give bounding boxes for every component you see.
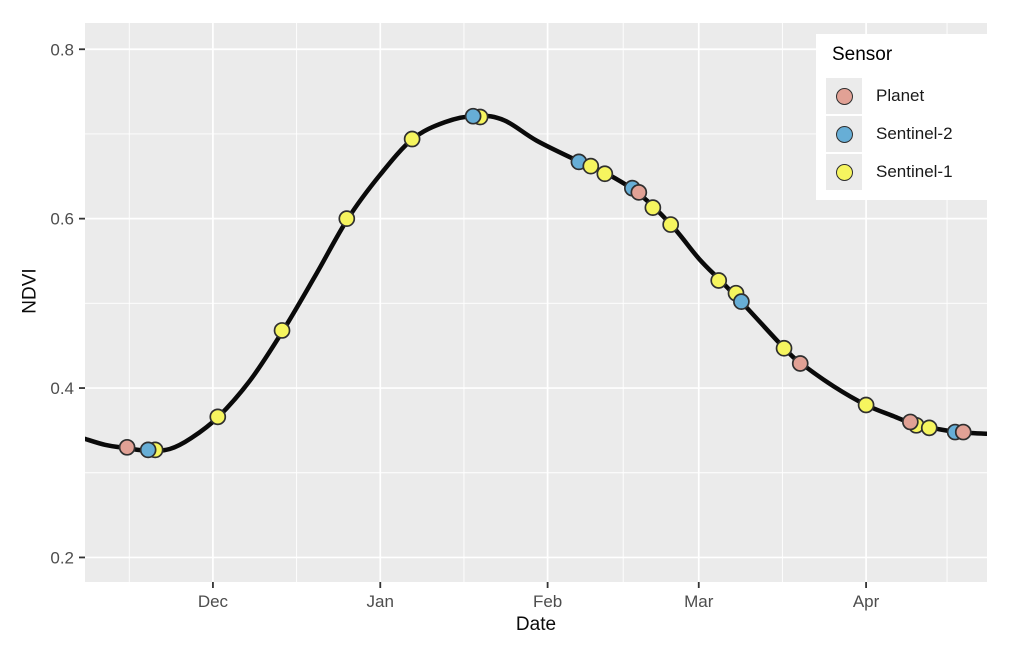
x-axis-tick-label: Apr [853, 592, 880, 611]
data-point-sentinel-2 [733, 293, 750, 311]
legend-key [826, 154, 862, 190]
legend: Sensor Planet Sentinel-2 Sentinel-1 [816, 34, 992, 200]
legend-label: Sentinel-2 [876, 124, 953, 143]
data-point-sentinel-1 [710, 272, 728, 289]
legend-item-sentinel-2: Sentinel-2 [826, 116, 992, 152]
legend-key [826, 78, 862, 114]
x-axis-title: Date [515, 614, 557, 635]
data-point-planet [118, 438, 136, 456]
legend-label: Sentinel-1 [876, 162, 953, 181]
data-point-planet [630, 184, 648, 201]
y-axis-title: NDVI [14, 0, 48, 582]
y-axis-tick-label: 0.4 [50, 379, 74, 398]
legend-label: Planet [876, 86, 925, 105]
sentinel-2-point-icon [835, 125, 853, 143]
legend-item-sentinel-1: Sentinel-1 [826, 154, 992, 190]
y-axis-tick-label: 0.2 [50, 548, 74, 567]
data-point-sentinel-1 [857, 396, 875, 414]
data-point-sentinel-1 [920, 419, 938, 437]
data-point-sentinel-1 [582, 157, 600, 175]
x-axis-tick-label: Dec [198, 592, 229, 611]
data-point-sentinel-1 [662, 216, 680, 233]
data-point-planet [954, 423, 972, 441]
legend-title: Sensor [832, 44, 893, 65]
legend-key [826, 116, 862, 152]
data-point-sentinel-1 [644, 199, 662, 216]
x-axis-tick-label: Mar [684, 592, 714, 611]
data-point-planet [791, 355, 809, 372]
y-axis-tick-label: 0.8 [50, 40, 74, 59]
legend-items: Planet Sentinel-2 Sentinel-1 [826, 78, 992, 190]
data-point-planet [901, 413, 919, 431]
ndvi-trend-curve [85, 113, 987, 454]
data-point-sentinel-1 [209, 408, 227, 426]
x-axis-tick-label: Feb [533, 592, 562, 611]
data-point-sentinel-1 [596, 165, 614, 183]
sentinel-1-point-icon [835, 163, 853, 181]
data-point-sentinel-1 [775, 339, 793, 357]
data-point-sentinel-1 [273, 322, 291, 339]
data-point-sentinel-2 [464, 107, 482, 125]
data-point-sentinel-1 [403, 130, 421, 148]
planet-point-icon [835, 87, 853, 105]
data-point-sentinel-1 [338, 210, 356, 227]
y-axis-title-text: NDVI [20, 268, 41, 314]
x-axis-tick-label: Jan [367, 592, 394, 611]
data-point-sentinel-2 [139, 441, 157, 459]
y-axis-tick-label: 0.6 [50, 210, 74, 229]
legend-item-planet: Planet [826, 78, 992, 114]
